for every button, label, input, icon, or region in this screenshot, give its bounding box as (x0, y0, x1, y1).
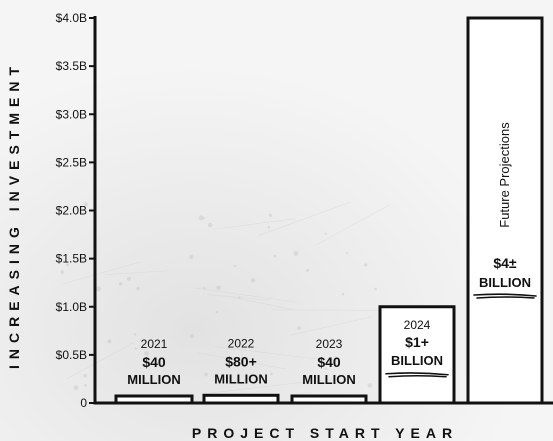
texture-dot (297, 326, 301, 330)
texture-dot (198, 215, 204, 221)
scribble-underline (385, 372, 449, 378)
bar-group: 2024 $1+ BILLION (378, 305, 456, 405)
texture-dot (363, 263, 368, 267)
texture-dot (134, 347, 137, 350)
texture-dot (324, 367, 328, 370)
bar-unit-label: MILLION (214, 371, 267, 386)
texture-dot (374, 287, 377, 291)
bar-year-label: 2023 (316, 337, 343, 351)
bar-amount-label: $40 (317, 354, 341, 370)
x-axis-label: PROJECT START YEAR (192, 425, 458, 441)
texture-dot (203, 216, 206, 220)
texture-line (197, 352, 286, 370)
bar-group: 2022 $80+ MILLION (202, 336, 280, 405)
texture-line (193, 287, 298, 303)
texture-dot (84, 202, 88, 207)
texture-dot (207, 222, 213, 228)
texture-dot (96, 286, 102, 292)
texture-line (62, 261, 141, 285)
texture-line (207, 294, 269, 301)
texture-dot (267, 225, 271, 229)
texture-dot (107, 339, 112, 344)
texture-dot (324, 232, 327, 235)
texture-line (258, 201, 351, 236)
texture-line (105, 270, 168, 276)
bar-unit-label: MILLION (302, 372, 355, 387)
y-tick-label: $0.5B (56, 348, 87, 362)
texture-dot (293, 250, 299, 256)
texture-dot (268, 213, 273, 218)
y-tick-label: $1.0B (56, 300, 87, 314)
bar-amount-label: $80+ (225, 353, 257, 369)
texture-dot (215, 310, 219, 314)
texture-line (224, 295, 295, 311)
bar-year-label: 2022 (228, 336, 255, 350)
bars-group: 2021 $40 MILLION 2022 $80+ MILLION 2023 $40 MILL… (114, 16, 544, 405)
texture-dot (216, 285, 221, 291)
texture-line (290, 316, 373, 336)
y-tick-label: $1.5B (56, 252, 87, 266)
y-tick-label: 0 (80, 396, 87, 410)
scribble-underline (473, 293, 537, 299)
texture-dot (126, 276, 131, 281)
texture-dot (269, 372, 273, 376)
y-tick-label: $2.0B (56, 204, 87, 218)
bar-amount-label: $4± (493, 255, 517, 271)
y-tick-label: $4.0B (56, 11, 87, 25)
y-axis-label: INCREASING INVESTMENT (6, 61, 22, 369)
bar-amount-label: $1+ (405, 334, 429, 350)
texture-dot (367, 383, 373, 388)
texture-dot (345, 251, 348, 254)
texture-dot (66, 263, 70, 267)
texture-dot (73, 385, 79, 391)
texture-dot (84, 383, 87, 387)
texture-dot (118, 282, 123, 286)
bar-unit-label: BILLION (479, 275, 531, 290)
texture-dot (189, 254, 194, 260)
texture-dot (273, 254, 277, 258)
texture-line (66, 342, 134, 379)
texture-line (316, 204, 391, 245)
bar-year-label: 2021 (141, 337, 168, 351)
bar-note-label: Future Projections (497, 122, 512, 228)
bar-amount-label: $40 (142, 354, 166, 370)
bar (378, 305, 456, 405)
network-texture (60, 201, 405, 395)
bar-unit-label: MILLION (127, 372, 180, 387)
texture-dot (204, 372, 208, 377)
texture-dot (238, 296, 241, 299)
bar-group: Future Projections $4± BILLION (466, 16, 544, 405)
texture-dot (202, 286, 206, 290)
bar-group: 2021 $40 MILLION (114, 337, 194, 405)
y-axis-ticks: 0 $0.5B $1.0B $1.5B $2.0B $2.5B $3.0B $3.5B $4.0… (56, 11, 95, 410)
texture-line (212, 218, 296, 230)
texture-dot (305, 268, 309, 272)
texture-dot (189, 334, 194, 339)
y-tick-label: $3.0B (56, 107, 87, 121)
texture-line (214, 346, 338, 362)
bar-year-label: 2024 (404, 318, 431, 332)
y-tick-label: $2.5B (56, 155, 87, 169)
texture-dot (133, 333, 137, 336)
texture-dot (250, 278, 256, 283)
texture-dot (144, 351, 149, 356)
texture-dot (233, 264, 237, 268)
texture-dot (136, 286, 140, 291)
y-tick-label: $3.5B (56, 59, 87, 73)
texture-line (200, 378, 332, 395)
texture-dot (83, 373, 88, 378)
texture-dot (60, 270, 65, 274)
bar-unit-label: BILLION (391, 353, 443, 368)
texture-dot (341, 292, 345, 296)
